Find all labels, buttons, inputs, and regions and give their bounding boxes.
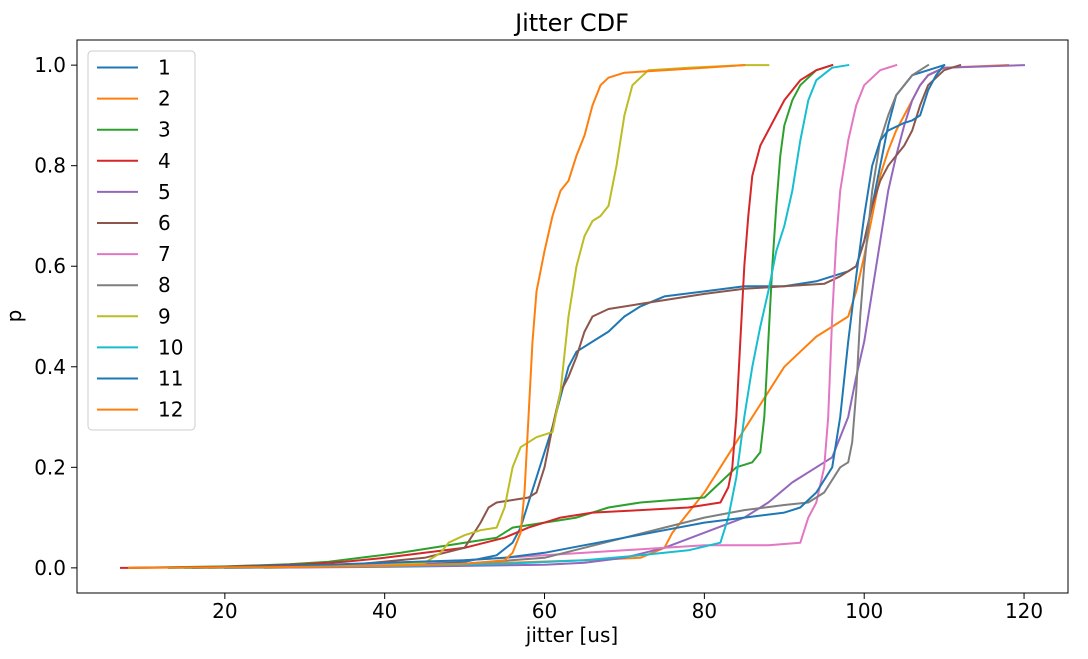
series-line-9 [183, 64, 770, 569]
plot-lines [119, 63, 1026, 569]
legend-label-3: 3 [158, 118, 171, 142]
x-tick-label: 20 [212, 599, 237, 623]
series-line-10 [183, 63, 850, 569]
legend-label-7: 7 [158, 242, 171, 266]
series-line-4 [119, 63, 834, 569]
y-tick-label: 0.8 [34, 154, 66, 178]
x-axis-ticks: 20 40 60 80 100 120 [212, 593, 1043, 623]
legend-label-10: 10 [158, 335, 183, 359]
legend-label-5: 5 [158, 180, 171, 204]
x-tick-label: 100 [845, 599, 883, 623]
legend-label-12: 12 [158, 398, 183, 422]
y-axis-label: p [2, 310, 26, 323]
chart-title: Jitter CDF [513, 9, 629, 37]
legend-label-11: 11 [158, 367, 183, 391]
x-tick-label: 120 [1005, 599, 1043, 623]
y-axis-ticks: 0.0 0.2 0.4 0.6 0.8 1.0 [34, 53, 77, 580]
series-line-6 [207, 63, 962, 569]
series-line-8 [223, 63, 930, 569]
series-line-11 [191, 63, 946, 569]
axes-frame [76, 39, 1069, 594]
legend-label-1: 1 [158, 56, 171, 80]
series-line-3 [127, 63, 834, 569]
y-tick-label: 0.2 [34, 455, 66, 479]
legend-label-8: 8 [158, 273, 171, 297]
x-tick-label: 80 [692, 599, 717, 623]
legend-label-4: 4 [158, 149, 171, 173]
legend-label-6: 6 [158, 211, 171, 235]
x-tick-label: 40 [372, 599, 397, 623]
series-line-1 [167, 63, 946, 569]
y-tick-label: 0.6 [34, 254, 66, 278]
series-line-12 [127, 64, 746, 569]
y-tick-label: 0.0 [34, 556, 66, 580]
x-tick-label: 60 [532, 599, 557, 623]
legend-box [87, 50, 196, 431]
series-line-7 [183, 63, 898, 569]
series-line-5 [223, 64, 1026, 569]
y-tick-label: 1.0 [34, 53, 66, 77]
x-axis-label: jitter [us] [525, 623, 618, 647]
legend-label-9: 9 [158, 304, 171, 328]
series-line-2 [263, 64, 1010, 569]
legend-label-2: 2 [158, 87, 171, 111]
y-tick-label: 0.4 [34, 355, 66, 379]
